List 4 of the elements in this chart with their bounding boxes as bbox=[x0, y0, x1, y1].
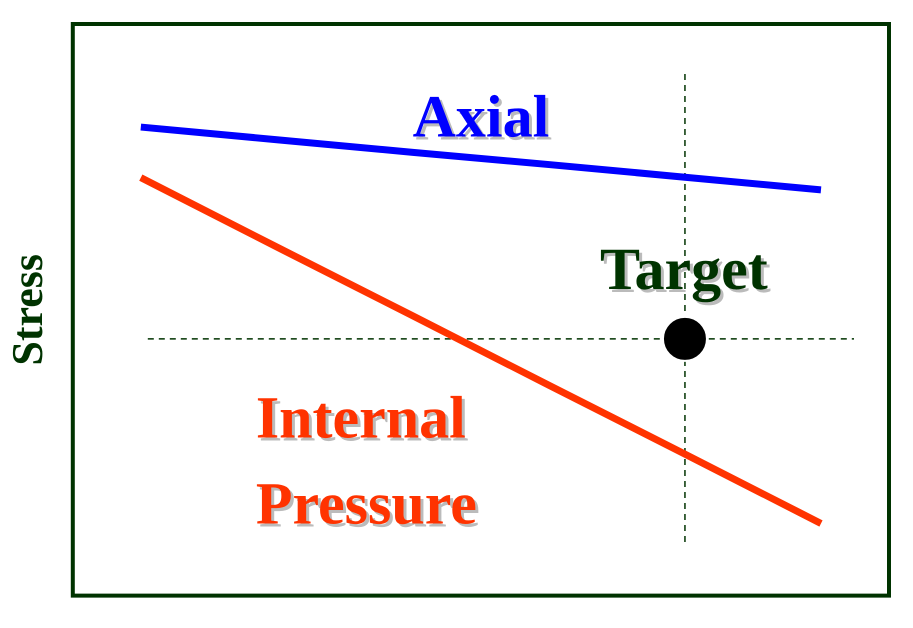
y-axis-title: Stress bbox=[2, 254, 52, 366]
series-label: Internal Pressure bbox=[256, 384, 480, 540]
series-label: Target bbox=[602, 238, 771, 306]
series-label: Axial bbox=[416, 86, 552, 152]
